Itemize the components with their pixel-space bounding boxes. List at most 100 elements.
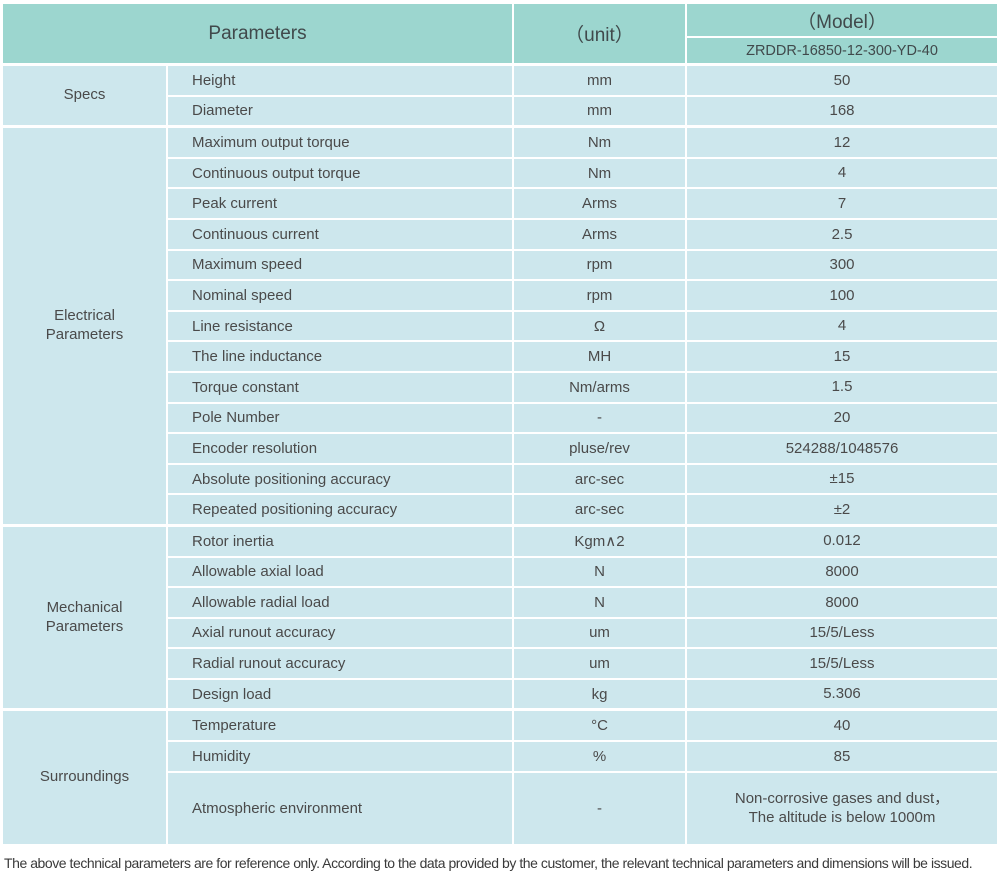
value-cell: 300 (687, 250, 997, 280)
section-label-mechanical: Mechanical Parameters (3, 526, 166, 709)
section-surroundings: Surroundings Temperature °C 40 Humidity … (3, 711, 997, 844)
table-row: Axial runout accuracy um 15/5/Less (168, 618, 997, 648)
param-name-cell: Allowable radial load (168, 588, 512, 617)
value-cell: 8000 (687, 557, 997, 587)
param-name-cell: Torque constant (168, 372, 512, 402)
value-cell: 0.012 (687, 526, 997, 556)
table-row: Rotor inertia Kgm∧2 0.012 (168, 526, 997, 556)
param-name-cell: Pole Number (168, 403, 512, 433)
param-name-cell: Temperature (168, 711, 512, 741)
unit-cell: MH (514, 342, 685, 371)
table-row: Humidity % 85 (168, 742, 997, 771)
unit-cell: Nm (514, 128, 685, 157)
unit-cell: rpm (514, 281, 685, 310)
unit-cell: arc-sec (514, 495, 685, 524)
value-cell: 15 (687, 342, 997, 371)
table-row: The line inductance MH 15 (168, 342, 997, 371)
param-name-cell: Encoder resolution (168, 434, 512, 463)
value-cell: 5.306 (687, 679, 997, 709)
unit-cell: N (514, 588, 685, 617)
unit-cell: Arms (514, 219, 685, 249)
value-cell: 7 (687, 189, 997, 218)
param-name-cell: Repeated positioning accuracy (168, 495, 512, 524)
value-cell: Non-corrosive gases and dust， The altitu… (687, 772, 997, 844)
table-row: Maximum speed rpm 300 (168, 250, 997, 280)
section-specs: Specs Height mm 50 Diameter mm 168 (3, 66, 997, 126)
unit-cell: um (514, 649, 685, 678)
table-header-row: Parameters （unit） （Model） ZRDDR-16850-12… (3, 4, 997, 63)
col-header-unit: （unit） (514, 4, 685, 63)
param-name-cell: Diameter (168, 96, 512, 126)
param-name-cell: Design load (168, 679, 512, 709)
value-cell: 4 (687, 158, 997, 188)
param-name-cell: Nominal speed (168, 281, 512, 310)
col-header-parameters: Parameters (3, 4, 512, 63)
param-name-cell: Maximum output torque (168, 128, 512, 157)
value-cell: 2.5 (687, 219, 997, 249)
table-row: Radial runout accuracy um 15/5/Less (168, 649, 997, 678)
unit-cell: pluse/rev (514, 434, 685, 463)
unit-cell: Ω (514, 311, 685, 341)
value-cell: 15/5/Less (687, 618, 997, 648)
table-row: Continuous current Arms 2.5 (168, 219, 997, 249)
unit-cell: mm (514, 96, 685, 126)
param-name-cell: Maximum speed (168, 250, 512, 280)
param-name-cell: Line resistance (168, 311, 512, 341)
table-row: Atmospheric environment - Non-corrosive … (168, 772, 997, 844)
value-cell: ±15 (687, 464, 997, 494)
section-label-specs: Specs (3, 66, 166, 126)
table-row: Nominal speed rpm 100 (168, 281, 997, 310)
unit-cell: - (514, 403, 685, 433)
table-row: Line resistance Ω 4 (168, 311, 997, 341)
unit-cell: Arms (514, 189, 685, 218)
table-row: Torque constant Nm/arms 1.5 (168, 372, 997, 402)
section-electrical: Electrical Parameters Maximum output tor… (3, 128, 997, 524)
value-cell: 85 (687, 742, 997, 771)
table-row: Peak current Arms 7 (168, 189, 997, 218)
param-name-cell: The line inductance (168, 342, 512, 371)
model-number: ZRDDR-16850-12-300-YD-40 (687, 38, 997, 63)
value-cell: 1.5 (687, 372, 997, 402)
value-cell: 50 (687, 66, 997, 95)
value-cell: 12 (687, 128, 997, 157)
param-name-cell: Continuous output torque (168, 158, 512, 188)
table-row: Diameter mm 168 (168, 96, 997, 126)
unit-cell: um (514, 618, 685, 648)
table-row: Absolute positioning accuracy arc-sec ±1… (168, 464, 997, 494)
unit-cell: rpm (514, 250, 685, 280)
param-name-cell: Peak current (168, 189, 512, 218)
param-name-cell: Height (168, 66, 512, 95)
table-row: Repeated positioning accuracy arc-sec ±2 (168, 495, 997, 524)
unit-cell: % (514, 742, 685, 771)
section-label-surroundings: Surroundings (3, 711, 166, 844)
unit-cell: N (514, 557, 685, 587)
footnote: The above technical parameters are for r… (4, 854, 973, 871)
param-name-cell: Continuous current (168, 219, 512, 249)
value-cell: 8000 (687, 588, 997, 617)
table-row: Height mm 50 (168, 66, 997, 95)
unit-cell: arc-sec (514, 464, 685, 494)
unit-cell: mm (514, 66, 685, 95)
value-cell: ±2 (687, 495, 997, 524)
param-name-cell: Atmospheric environment (168, 772, 512, 844)
table-row: Allowable radial load N 8000 (168, 588, 997, 617)
value-cell: 100 (687, 281, 997, 310)
value-cell: 524288/1048576 (687, 434, 997, 463)
value-cell: 4 (687, 311, 997, 341)
section-label-electrical: Electrical Parameters (3, 128, 166, 524)
param-name-cell: Rotor inertia (168, 526, 512, 556)
table-row: Encoder resolution pluse/rev 524288/1048… (168, 434, 997, 463)
unit-cell: Nm (514, 158, 685, 188)
value-cell: 168 (687, 96, 997, 126)
value-cell: 40 (687, 711, 997, 741)
table-row: Design load kg 5.306 (168, 679, 997, 709)
value-cell: 15/5/Less (687, 649, 997, 678)
col-header-model: （Model） (687, 4, 997, 36)
table-row: Temperature °C 40 (168, 711, 997, 741)
value-cell: 20 (687, 403, 997, 433)
table-row: Continuous output torque Nm 4 (168, 158, 997, 188)
unit-cell: - (514, 772, 685, 844)
table-row: Pole Number - 20 (168, 403, 997, 433)
param-name-cell: Absolute positioning accuracy (168, 464, 512, 494)
